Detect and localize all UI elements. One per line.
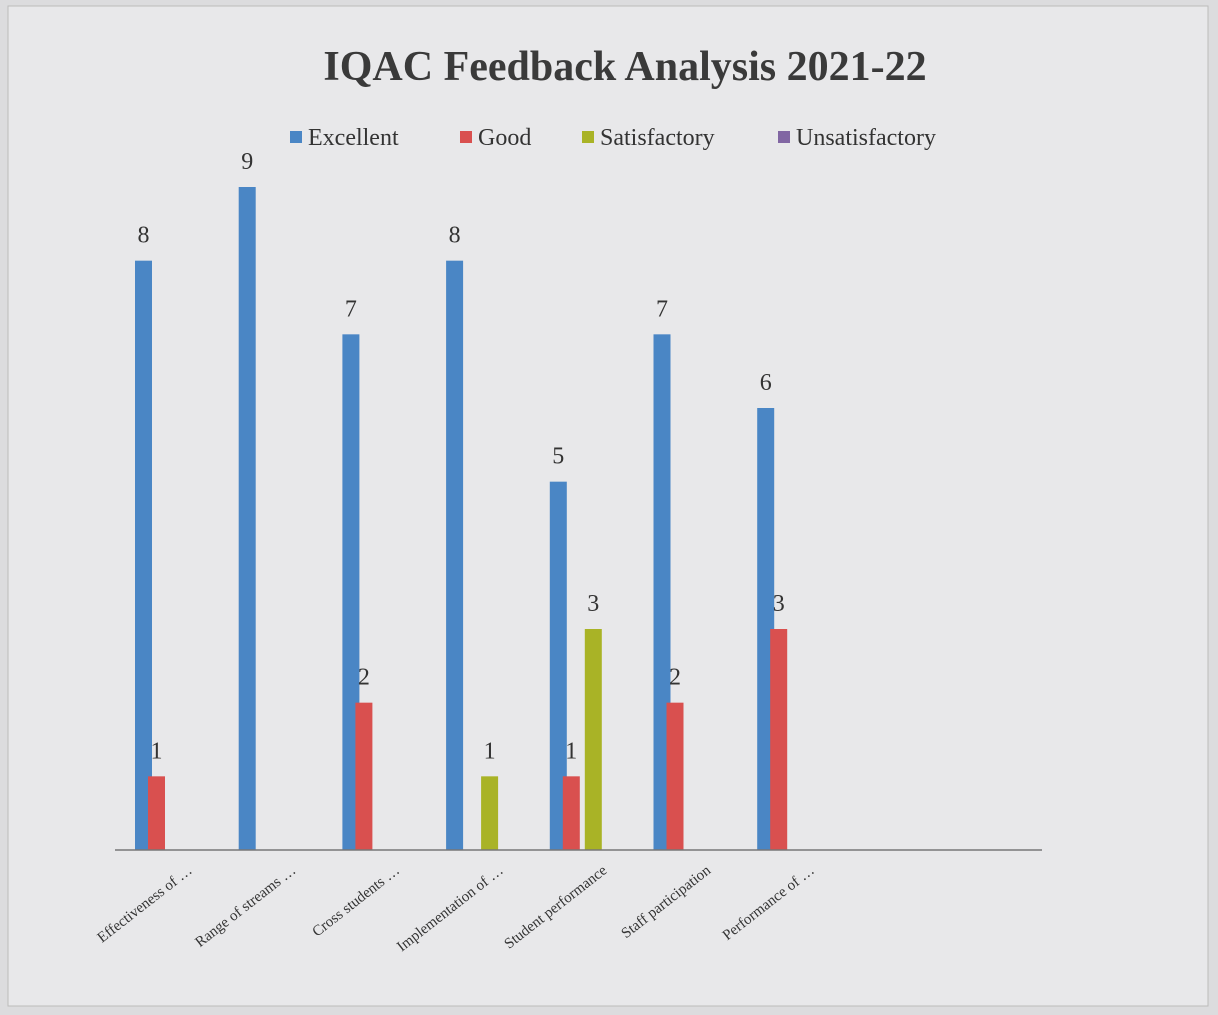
data-label: 1 [484,738,496,764]
data-label: 9 [241,149,253,175]
legend-swatch [582,131,594,143]
legend-label: Satisfactory [600,125,715,151]
legend-label: Excellent [308,125,399,151]
data-label: 2 [669,665,681,691]
bar [446,260,464,851]
bar [666,702,684,850]
data-label: 2 [358,665,370,691]
data-label: 6 [760,370,772,396]
bar [653,334,671,850]
bar [584,629,602,850]
bar [549,481,567,850]
chart-title: IQAC Feedback Analysis 2021-22 [323,44,926,90]
bar [355,702,373,850]
legend: Excellent Good Satisfactory Unsatisfactory [290,125,936,151]
legend-label: Unsatisfactory [796,125,936,151]
data-label: 1 [565,738,577,764]
data-label: 8 [138,223,150,249]
legend-swatch [290,131,302,143]
bar [135,260,152,851]
legend-swatch [460,131,472,143]
data-label: 3 [773,591,785,617]
bar [148,776,165,850]
data-label: 7 [656,296,668,322]
legend-swatch [778,131,790,143]
bar [238,187,256,850]
bar [342,334,360,850]
bar [757,408,775,850]
data-label: 8 [449,223,461,249]
bar [770,629,788,850]
data-label: 7 [345,296,357,322]
data-label: 1 [151,738,163,764]
legend-label: Good [478,125,531,151]
bar [562,776,580,850]
bar [481,776,499,850]
data-label: 3 [587,591,599,617]
chart-area [7,5,1209,1007]
data-label: 5 [552,444,564,470]
